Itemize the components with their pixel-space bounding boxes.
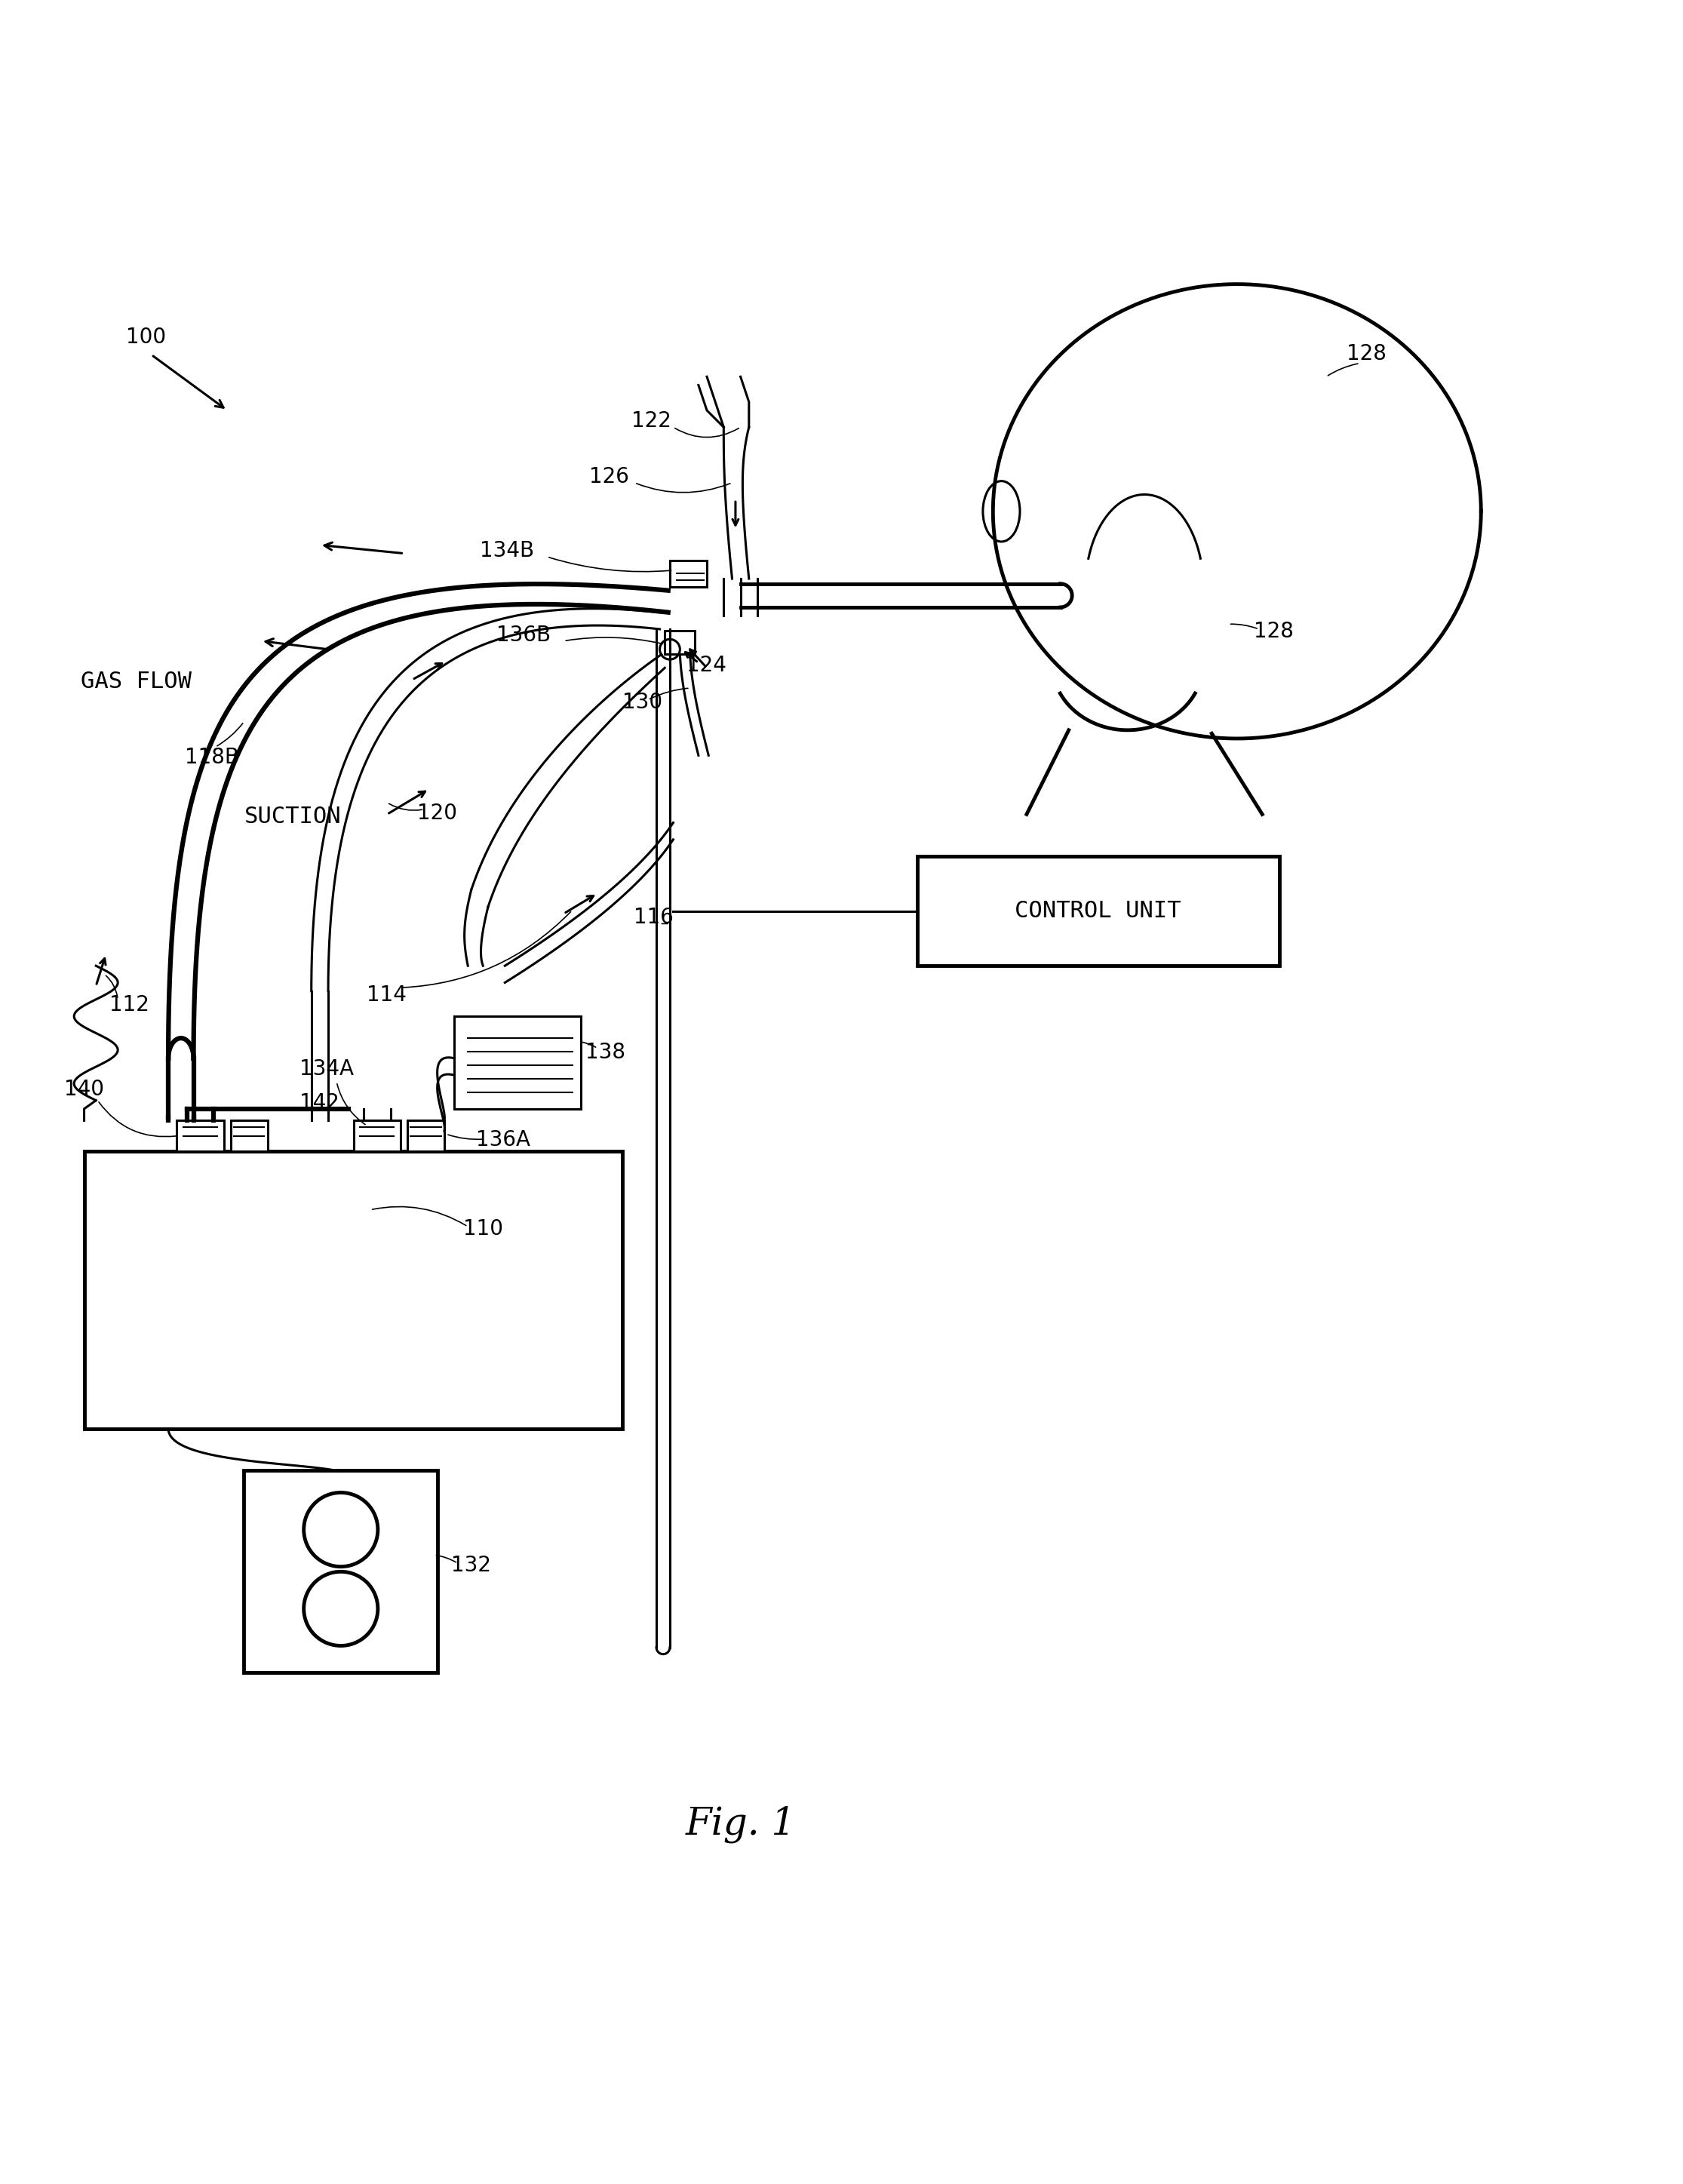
Text: 136B: 136B xyxy=(496,625,550,646)
Text: 128: 128 xyxy=(1346,343,1387,365)
Text: 136A: 136A xyxy=(476,1129,530,1151)
Text: 100: 100 xyxy=(126,325,167,347)
Text: SUCTION: SUCTION xyxy=(244,806,342,828)
Bar xyxy=(84,1151,623,1428)
Text: GAS FLOW: GAS FLOW xyxy=(81,670,192,692)
Bar xyxy=(665,631,695,655)
Text: 122: 122 xyxy=(631,411,672,432)
Text: CONTROL UNIT: CONTROL UNIT xyxy=(1015,900,1181,922)
Text: 134A: 134A xyxy=(300,1059,353,1079)
Text: Fig. 1: Fig. 1 xyxy=(685,1806,796,1843)
Text: 118B: 118B xyxy=(185,747,239,769)
Text: 140: 140 xyxy=(64,1079,104,1101)
Text: 130: 130 xyxy=(623,692,663,712)
Bar xyxy=(917,856,1279,965)
Text: 126: 126 xyxy=(589,465,629,487)
Text: 124: 124 xyxy=(687,655,727,675)
Bar xyxy=(454,1016,581,1109)
Text: 142: 142 xyxy=(300,1092,340,1114)
Bar xyxy=(353,1120,401,1151)
Bar xyxy=(407,1120,444,1151)
Text: 134B: 134B xyxy=(480,539,534,561)
Text: 120: 120 xyxy=(417,804,458,823)
Text: 112: 112 xyxy=(109,994,150,1016)
Bar xyxy=(231,1120,268,1151)
Text: 132: 132 xyxy=(451,1555,491,1577)
Text: 114: 114 xyxy=(367,985,407,1005)
Bar xyxy=(670,559,707,587)
Bar xyxy=(244,1470,438,1673)
Text: 138: 138 xyxy=(586,1042,626,1064)
Text: 128: 128 xyxy=(1254,620,1294,642)
Text: 116: 116 xyxy=(633,906,673,928)
Text: 110: 110 xyxy=(463,1219,503,1241)
Bar xyxy=(177,1120,224,1151)
